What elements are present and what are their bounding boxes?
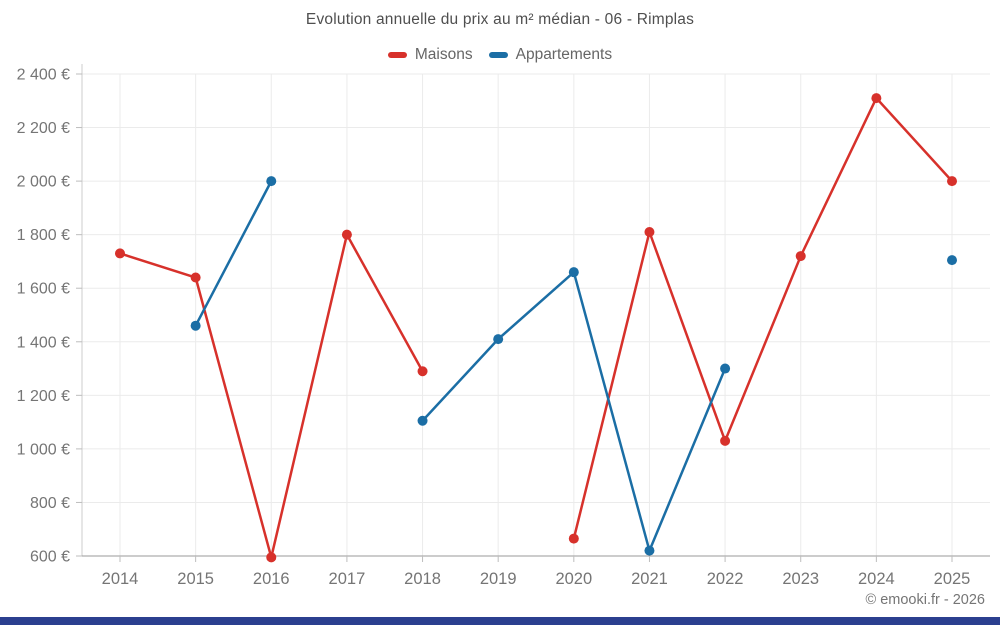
- y-tick-label: 1 800 €: [17, 227, 70, 244]
- appartements-legend-marker-icon: [488, 52, 508, 58]
- data-point: [190, 272, 201, 283]
- data-point: [568, 533, 579, 544]
- legend-label-maisons: Maisons: [414, 46, 473, 63]
- series-maisons: [115, 93, 957, 563]
- data-point: [720, 363, 731, 374]
- data-point: [341, 229, 352, 240]
- data-point: [947, 255, 957, 266]
- chart-legend: Maisons Appartements: [0, 44, 1000, 66]
- x-tick-label: 2023: [782, 570, 819, 588]
- y-tick-label: 2 400 €: [17, 67, 70, 84]
- legend-item-appartements[interactable]: Appartements: [488, 46, 613, 64]
- x-tick-label: 2020: [555, 570, 592, 588]
- gridlines: [82, 73, 990, 557]
- chart-title: Evolution annuelle du prix au m² médian …: [305, 11, 695, 28]
- x-tick-label: 2018: [404, 570, 441, 588]
- data-point: [644, 545, 655, 556]
- data-point: [417, 415, 428, 426]
- x-tick-label: 2022: [707, 570, 744, 588]
- legend-item-maisons[interactable]: Maisons: [387, 46, 473, 64]
- data-point: [115, 248, 125, 259]
- data-point: [266, 176, 277, 187]
- data-point: [417, 366, 428, 377]
- data-point: [190, 320, 201, 331]
- data-point: [871, 93, 882, 104]
- y-tick-label: 2 200 €: [17, 120, 70, 137]
- legend-label-appartements: Appartements: [515, 46, 613, 63]
- x-tick-label: 2015: [177, 570, 214, 588]
- y-tick-label: 2 000 €: [17, 174, 70, 191]
- axes: [81, 64, 990, 557]
- x-tick-label: 2017: [329, 570, 366, 588]
- data-point: [493, 334, 504, 345]
- x-tick-label: 2016: [253, 570, 290, 588]
- y-tick-label: 800 €: [30, 495, 70, 512]
- bottom-brand-bar: [0, 617, 1000, 625]
- data-point: [795, 251, 806, 262]
- data-point: [568, 267, 579, 278]
- series-appartements: [190, 176, 957, 556]
- x-tick-label: 2025: [934, 570, 971, 588]
- maisons-legend-marker-icon: [387, 52, 407, 58]
- series-line: [194, 179, 273, 327]
- data-point: [644, 226, 655, 237]
- y-tick-label: 1 200 €: [17, 388, 70, 405]
- series-line: [572, 96, 954, 540]
- data-point: [266, 552, 277, 563]
- data-point: [947, 176, 957, 187]
- y-tick-label: 1 400 €: [17, 334, 70, 351]
- y-tick-label: 1 000 €: [17, 441, 70, 458]
- x-tick-label: 2024: [858, 570, 895, 588]
- copyright-footer: © emooki.fr - 2026: [865, 592, 985, 608]
- axis-labels: 600 € 800 € 1 000 € 1 200 € 1 400 € 1 600 € 1 …: [17, 67, 971, 589]
- y-tick-label: 1 600 €: [17, 281, 70, 298]
- x-tick-label: 2014: [102, 570, 139, 588]
- y-tick-label: 600 €: [30, 549, 70, 566]
- x-tick-label: 2021: [631, 570, 668, 588]
- data-point: [720, 435, 731, 446]
- x-tick-label: 2019: [480, 570, 517, 588]
